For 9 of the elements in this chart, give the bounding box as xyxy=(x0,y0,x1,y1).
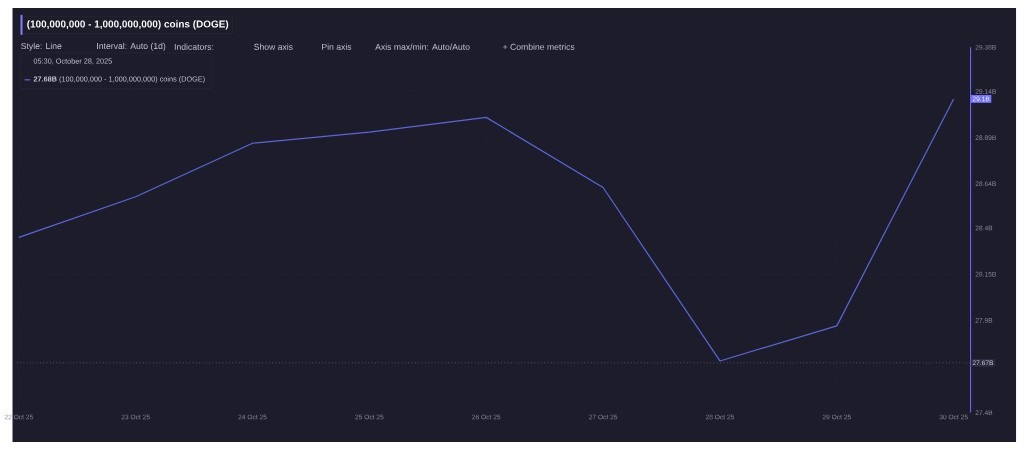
annotation: Indicators: xyxy=(174,43,214,50)
annotation: Pin axis xyxy=(322,43,352,50)
chart-title: (100,000,000 - 1,000,000,000) coins (DOGE) xyxy=(27,20,229,30)
annotation: Style: Line xyxy=(21,42,62,51)
annotation: Show axis xyxy=(254,43,293,50)
annotation: Interval: Auto (1d) xyxy=(97,42,166,51)
annotation: Axis max/min: Auto/Auto xyxy=(375,43,470,50)
annotation: + Combine metrics xyxy=(503,43,575,50)
line-series xyxy=(18,98,955,362)
